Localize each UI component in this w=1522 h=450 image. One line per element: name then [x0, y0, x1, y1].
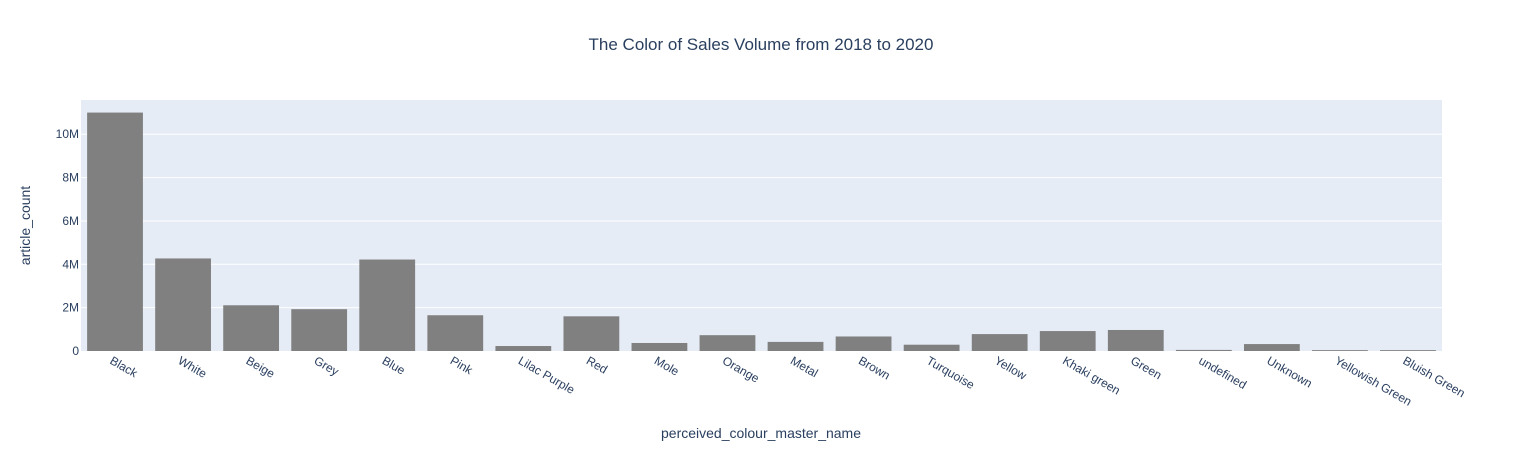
bar-mole[interactable] [631, 342, 688, 351]
bar-bluish-green[interactable] [1380, 350, 1436, 351]
x-tick-label: undefined [1196, 353, 1249, 391]
bars [87, 112, 1436, 351]
bar-green[interactable] [1107, 329, 1164, 351]
x-tick-label: Lilac Purple [516, 353, 578, 397]
x-tick-label: Brown [856, 353, 892, 382]
chart-title: The Color of Sales Volume from 2018 to 2… [589, 35, 934, 54]
x-tick-label: Bluish Green [1400, 353, 1467, 400]
x-tick-label: Yellow [992, 353, 1029, 382]
y-tick-label: 4M [62, 257, 79, 271]
bar-brown[interactable] [835, 336, 892, 351]
x-tick-label: Pink [448, 353, 476, 377]
y-tick-label: 10M [56, 127, 79, 141]
x-tick-label: Black [108, 353, 141, 380]
bar-khaki-green[interactable] [1039, 331, 1096, 351]
bar-yellowish-green[interactable] [1312, 350, 1368, 351]
x-tick-label: Blue [380, 353, 408, 377]
y-axis-title: article_count [17, 186, 33, 265]
bar-turquoise[interactable] [903, 344, 960, 351]
x-tick-label: Grey [312, 353, 342, 378]
bar-metal[interactable] [767, 341, 824, 351]
bar-orange[interactable] [699, 335, 756, 351]
y-axis-ticks: 0 2M 4M 6M 8M 10M [56, 127, 80, 358]
x-tick-label: Metal [788, 353, 820, 380]
bar-beige[interactable] [223, 305, 280, 351]
x-axis-title: perceived_colour_master_name [661, 425, 861, 441]
y-tick-label: 2M [62, 301, 79, 315]
gridlines [81, 133, 1442, 309]
bar-unknown[interactable] [1243, 344, 1300, 351]
y-tick-label: 0 [72, 344, 79, 358]
x-tick-label: Red [584, 353, 610, 376]
bar-black[interactable] [87, 112, 143, 351]
x-tick-label: Beige [244, 353, 278, 381]
x-tick-label: Khaki green [1060, 353, 1122, 397]
x-axis-ticks: Black White Beige Grey Blue Pink Lilac Purple R… [108, 353, 1468, 408]
y-tick-label: 8M [62, 171, 79, 185]
bar-red[interactable] [563, 316, 620, 351]
x-tick-label: Green [1128, 353, 1164, 382]
bar-yellow[interactable] [971, 334, 1028, 351]
bar-pink[interactable] [427, 315, 484, 351]
x-tick-label: Mole [652, 353, 682, 378]
x-tick-label: Orange [720, 353, 762, 385]
bar-white[interactable] [155, 258, 211, 351]
x-tick-label: Turquoise [924, 353, 977, 392]
bar-grey[interactable] [291, 309, 348, 351]
y-tick-label: 6M [62, 214, 79, 228]
bar-blue[interactable] [359, 259, 416, 351]
plot-area [81, 100, 1442, 351]
x-tick-label: White [176, 353, 210, 381]
x-tick-label: Unknown [1264, 353, 1314, 390]
bar-undefined[interactable] [1175, 349, 1232, 351]
bar-lilac-purple[interactable] [495, 346, 552, 351]
